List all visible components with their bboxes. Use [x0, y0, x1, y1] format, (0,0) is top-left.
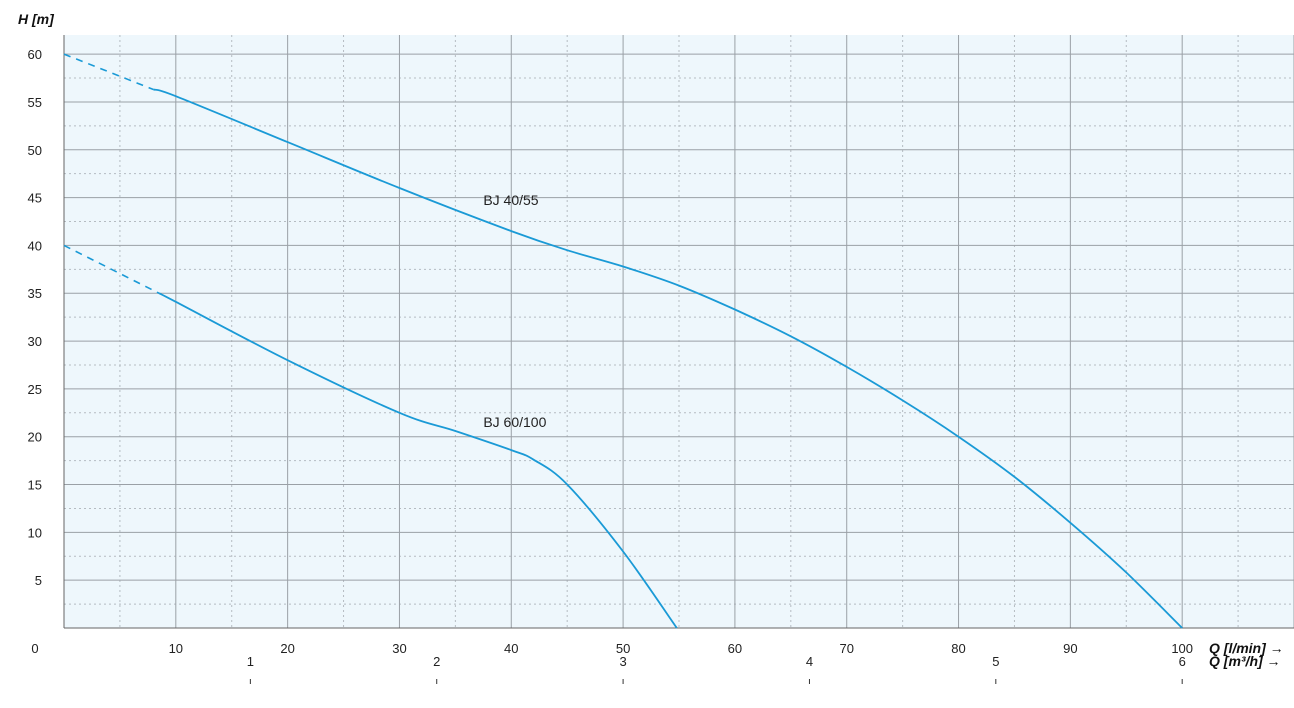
y-tick-label: 30 — [28, 334, 42, 349]
series-labels: BJ 40/55 BJ 60/100 — [483, 192, 546, 430]
x2-axis-title: Q [m³/h] → — [1209, 653, 1281, 669]
x-tick-label: 100 — [1171, 641, 1193, 656]
series-line-bj-60-100 — [158, 292, 678, 629]
series-extrapolation-bj-60-100 — [63, 244, 160, 294]
x-tick-label: 20 — [280, 641, 294, 656]
y-tick-label: 20 — [28, 430, 42, 445]
x-tick-label: 90 — [1063, 641, 1077, 656]
series-curves — [63, 53, 1183, 629]
grid-minor — [64, 35, 1294, 628]
series-extrapolation-bj-40-55 — [63, 53, 154, 91]
x2-tick-label: 1 — [247, 654, 254, 669]
series-label-bj-40-55: BJ 40/55 — [483, 192, 538, 208]
grid-major — [64, 35, 1294, 628]
x2-tick-label: 4 — [806, 654, 813, 669]
x2-tick-label: 6 — [1179, 654, 1186, 669]
x-tick-label: 50 — [616, 641, 630, 656]
y-tick-label: 40 — [28, 238, 42, 253]
x-tick-label: 10 — [169, 641, 183, 656]
series-label-bj-60-100: BJ 60/100 — [483, 414, 546, 430]
plot-frame — [63, 35, 1294, 629]
series-line-bj-40-55 — [153, 88, 1183, 629]
y-tick-label: 50 — [28, 143, 42, 158]
x-tick-label: 70 — [839, 641, 853, 656]
y-tick-label: 45 — [28, 191, 42, 206]
x2-tick-label: 3 — [619, 654, 626, 669]
x-tick-label: 80 — [951, 641, 965, 656]
x-tick-label: 30 — [392, 641, 406, 656]
y-tick-label: 10 — [28, 525, 42, 540]
y-tick-label: 55 — [28, 95, 42, 110]
x-tick-label: 60 — [728, 641, 742, 656]
origin-label: 0 — [31, 641, 38, 656]
y-tick-label: 15 — [28, 478, 42, 493]
y-tick-label: 25 — [28, 382, 42, 397]
x2-tick-labels: 1 2 3 4 5 6 — [247, 654, 1186, 684]
x-tick-label: 40 — [504, 641, 518, 656]
y-tick-label: 60 — [28, 47, 42, 62]
y-axis-title: H [m] — [18, 11, 55, 27]
y-tick-label: 35 — [28, 286, 42, 301]
y-tick-label: 5 — [35, 573, 42, 588]
x2-tick-label: 5 — [992, 654, 999, 669]
x-tick-labels: 10 20 30 40 50 60 70 80 90 100 — [169, 641, 1193, 656]
y-tick-labels: 5 10 15 20 25 30 35 40 45 50 55 60 — [28, 47, 42, 588]
x-axis-title: Q [l/min] → — [1209, 640, 1284, 656]
x2-tick-label: 2 — [433, 654, 440, 669]
